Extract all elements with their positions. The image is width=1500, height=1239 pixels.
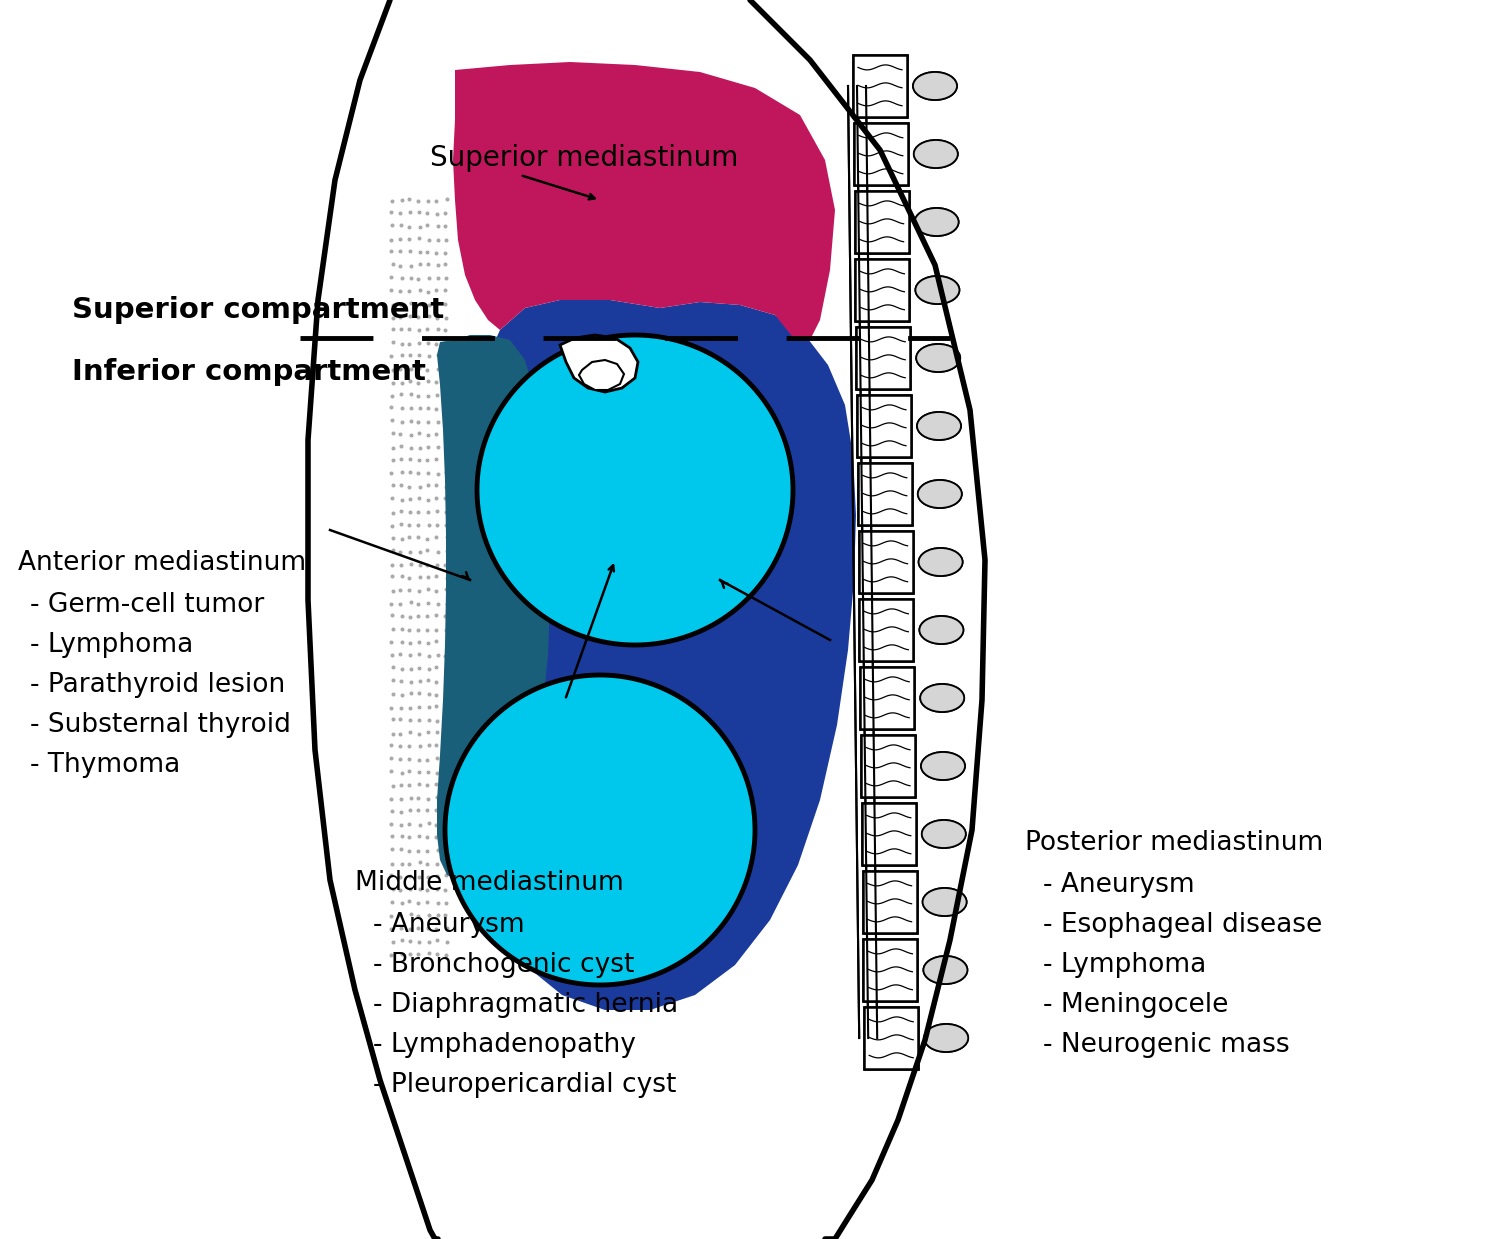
Text: - Thymoma: - Thymoma <box>30 752 180 778</box>
Bar <box>853 55 907 116</box>
Polygon shape <box>447 300 856 1010</box>
Ellipse shape <box>915 208 958 235</box>
Ellipse shape <box>922 820 966 847</box>
Polygon shape <box>308 0 986 1239</box>
Ellipse shape <box>918 479 962 508</box>
Text: - Diaphragmatic hernia: - Diaphragmatic hernia <box>374 992 678 1018</box>
Bar <box>864 939 918 1001</box>
Ellipse shape <box>918 548 963 576</box>
Bar <box>855 259 909 321</box>
Text: - Lymphadenopathy: - Lymphadenopathy <box>374 1032 636 1058</box>
Bar <box>853 55 907 116</box>
Bar <box>853 123 907 185</box>
Ellipse shape <box>916 413 962 440</box>
Bar <box>862 803 916 865</box>
Bar <box>862 803 916 865</box>
Bar <box>858 532 912 593</box>
Text: Inferior compartment: Inferior compartment <box>72 358 426 387</box>
Polygon shape <box>436 335 550 880</box>
Bar <box>856 395 910 457</box>
Bar <box>856 327 910 389</box>
Ellipse shape <box>915 276 960 304</box>
Ellipse shape <box>915 276 960 304</box>
Bar <box>859 598 913 660</box>
Text: - Neurogenic mass: - Neurogenic mass <box>1042 1032 1290 1058</box>
Text: - Aneurysm: - Aneurysm <box>374 912 525 938</box>
Bar <box>858 463 912 525</box>
Ellipse shape <box>920 684 964 712</box>
Ellipse shape <box>922 888 966 916</box>
Bar <box>862 871 916 933</box>
Bar <box>859 667 913 729</box>
Ellipse shape <box>914 72 957 100</box>
Bar <box>864 1007 918 1069</box>
Text: Middle mediastinum: Middle mediastinum <box>356 870 624 896</box>
Ellipse shape <box>916 344 960 372</box>
Ellipse shape <box>922 820 966 847</box>
Ellipse shape <box>924 1023 968 1052</box>
Text: - Esophageal disease: - Esophageal disease <box>1042 912 1323 938</box>
Bar <box>856 395 910 457</box>
Bar <box>858 463 912 525</box>
Text: Superior compartment: Superior compartment <box>72 296 444 325</box>
Ellipse shape <box>920 616 963 644</box>
Ellipse shape <box>916 344 960 372</box>
Bar <box>858 532 912 593</box>
Polygon shape <box>453 62 836 339</box>
Ellipse shape <box>920 616 963 644</box>
Text: - Pleuropericardial cyst: - Pleuropericardial cyst <box>374 1072 676 1098</box>
Ellipse shape <box>916 413 962 440</box>
Text: - Substernal thyroid: - Substernal thyroid <box>30 712 291 738</box>
Ellipse shape <box>924 957 968 984</box>
Polygon shape <box>579 361 624 390</box>
Text: - Parathyroid lesion: - Parathyroid lesion <box>30 672 285 698</box>
Bar <box>853 123 907 185</box>
Text: Superior mediastinum: Superior mediastinum <box>430 144 738 172</box>
Ellipse shape <box>915 208 958 235</box>
Text: - Meningocele: - Meningocele <box>1042 992 1228 1018</box>
Bar <box>861 735 915 797</box>
Ellipse shape <box>914 72 957 100</box>
Bar <box>861 735 915 797</box>
Bar <box>864 1007 918 1069</box>
Ellipse shape <box>914 140 958 169</box>
Ellipse shape <box>918 548 963 576</box>
Bar <box>859 667 913 729</box>
Text: - Germ-cell tumor: - Germ-cell tumor <box>30 592 264 618</box>
Ellipse shape <box>924 957 968 984</box>
Text: - Lymphoma: - Lymphoma <box>1042 952 1206 978</box>
Text: Anterior mediastinum: Anterior mediastinum <box>18 550 306 576</box>
Bar <box>855 191 909 253</box>
Ellipse shape <box>922 888 966 916</box>
Bar <box>864 939 918 1001</box>
Ellipse shape <box>921 752 964 781</box>
Ellipse shape <box>918 479 962 508</box>
Bar <box>855 259 909 321</box>
Ellipse shape <box>920 684 964 712</box>
Bar <box>862 871 916 933</box>
Text: - Lymphoma: - Lymphoma <box>30 632 194 658</box>
Text: Posterior mediastinum: Posterior mediastinum <box>1024 830 1323 856</box>
Ellipse shape <box>921 752 964 781</box>
Polygon shape <box>560 335 638 392</box>
Bar <box>855 191 909 253</box>
Text: - Aneurysm: - Aneurysm <box>1042 872 1194 898</box>
Text: - Bronchogenic cyst: - Bronchogenic cyst <box>374 952 634 978</box>
Ellipse shape <box>924 1023 968 1052</box>
Polygon shape <box>477 335 794 646</box>
Polygon shape <box>446 675 754 985</box>
Bar <box>859 598 913 660</box>
Bar <box>856 327 910 389</box>
Ellipse shape <box>914 140 958 169</box>
